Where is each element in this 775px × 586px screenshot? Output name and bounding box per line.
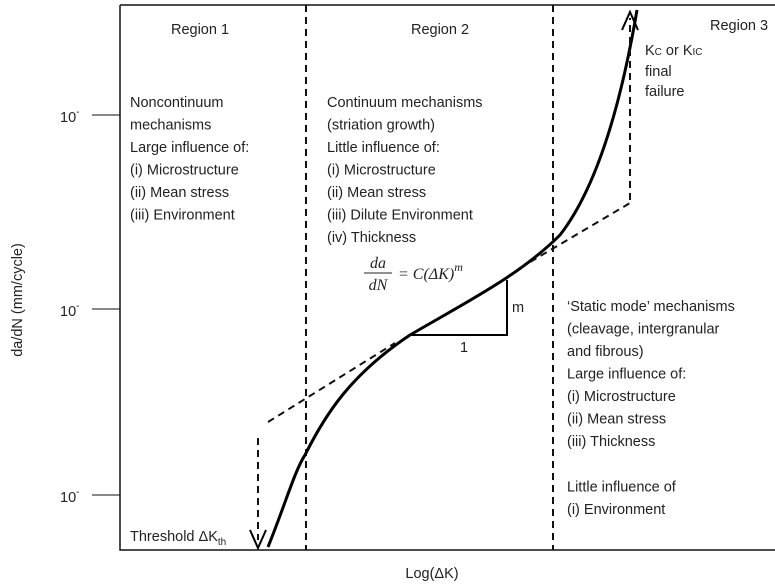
- region-3-text: ‘Static mode’ mechanisms (cleavage, inter…: [567, 299, 735, 518]
- region-1-text: Noncontinuum mechanisms Large influence of…: [130, 95, 249, 224]
- region-line: Continuum mechanisms: [327, 95, 483, 111]
- region-line: (iii) Dilute Environment: [327, 208, 473, 224]
- region-line: (ii) Mean stress: [327, 185, 426, 201]
- region-line: Little influence of: [567, 480, 677, 496]
- growth-curve: [266, 9, 639, 548]
- failure-label: failure: [645, 84, 685, 100]
- region-line: Little influence of:: [327, 140, 440, 156]
- y-tick-label: 10-: [60, 487, 79, 506]
- y-tick-label: 10-: [60, 301, 79, 320]
- tangent-line: [519, 202, 631, 269]
- canvas: 10- 10- 10- da/dN (mm/cycle) Log(ΔK) m 1…: [10, 4, 775, 582]
- region-line: (cleavage, intergranular: [567, 322, 720, 338]
- arrow-head: [621, 9, 639, 31]
- region-line: (i) Environment: [567, 502, 665, 518]
- region-line: (i) Microstructure: [327, 163, 436, 179]
- axes: [119, 4, 775, 551]
- equation-rhs: = C(ΔK)m: [398, 260, 463, 283]
- region-title: Region 3: [710, 18, 768, 34]
- region-title: Region 1: [171, 22, 229, 38]
- tangent-line: [267, 342, 396, 423]
- equation-num: da: [370, 255, 386, 272]
- region-line: (striation growth): [327, 118, 435, 134]
- region-line: ‘Static mode’ mechanisms: [567, 299, 735, 315]
- region-line: Large influence of:: [130, 140, 249, 156]
- y-tick-label: 10-: [60, 107, 79, 126]
- region-line: (i) Microstructure: [567, 389, 676, 405]
- region-line: mechanisms: [130, 118, 211, 134]
- region-line: Noncontinuum: [130, 95, 224, 111]
- region-line: and fibrous): [567, 344, 644, 360]
- region-2-text: Continuum mechanisms (striation growth) Li…: [327, 95, 483, 246]
- region-title: Region 2: [411, 22, 469, 38]
- slope-rise: m: [512, 300, 524, 316]
- threshold-label: Threshold ΔKth: [130, 529, 226, 548]
- slope-run: 1: [460, 340, 468, 356]
- region-line: Large influence of:: [567, 367, 686, 383]
- region-line: (iii) Environment: [130, 208, 235, 224]
- region-line: (ii) Mean stress: [130, 185, 229, 201]
- y-axis-label: da/dN (mm/cycle): [10, 243, 26, 357]
- region-line: (iii) Thickness: [567, 434, 655, 450]
- region-line: (ii) Mean stress: [567, 412, 666, 428]
- failure-label: final: [645, 64, 672, 80]
- slope-triangle: [410, 280, 508, 336]
- failure-label: KC or KIC: [645, 43, 703, 59]
- equation-den: dN: [369, 277, 389, 294]
- x-axis-label: Log(ΔK): [405, 566, 458, 582]
- region-line: (iv) Thickness: [327, 230, 416, 246]
- arrow-head: [249, 529, 267, 551]
- region-line: (i) Microstructure: [130, 163, 239, 179]
